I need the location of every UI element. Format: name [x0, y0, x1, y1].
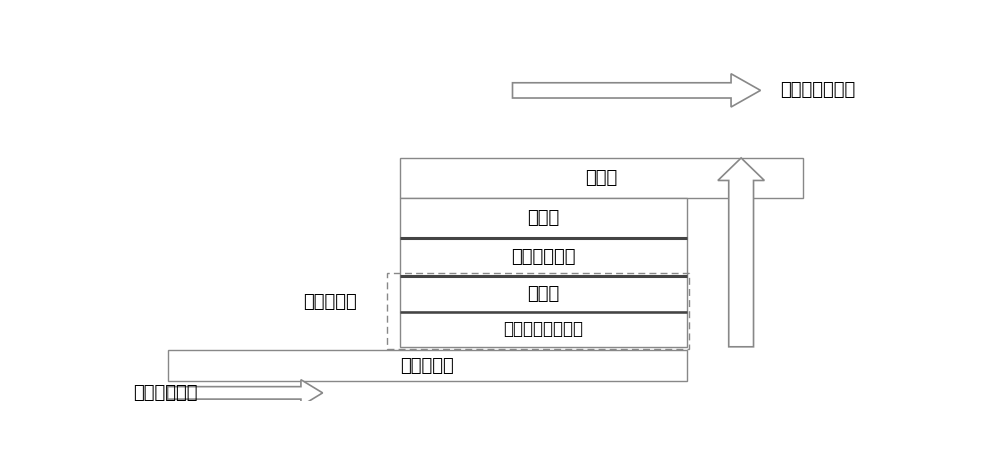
Text: 强自旋轨道耦合层: 强自旋轨道耦合层: [504, 320, 584, 338]
Bar: [400, 238, 687, 276]
Text: 读取电流脉冲: 读取电流脉冲: [133, 384, 197, 402]
Bar: [400, 312, 687, 347]
Text: 参考层: 参考层: [527, 209, 560, 227]
Bar: [400, 158, 803, 198]
Bar: [400, 198, 687, 238]
Text: 数据线: 数据线: [586, 169, 618, 187]
Bar: [400, 276, 687, 312]
Text: 金属氧化物层: 金属氧化物层: [511, 248, 576, 266]
Text: 磁纳米轨道: 磁纳米轨道: [304, 293, 357, 311]
Polygon shape: [168, 380, 323, 406]
Text: 铁磁层: 铁磁层: [527, 285, 560, 303]
Text: 电流脉冲线: 电流脉冲线: [400, 357, 454, 375]
Text: 接收到的电信号: 接收到的电信号: [780, 81, 855, 99]
Bar: [387, 273, 689, 349]
Polygon shape: [512, 74, 761, 107]
Bar: [168, 350, 687, 382]
Polygon shape: [718, 158, 764, 347]
